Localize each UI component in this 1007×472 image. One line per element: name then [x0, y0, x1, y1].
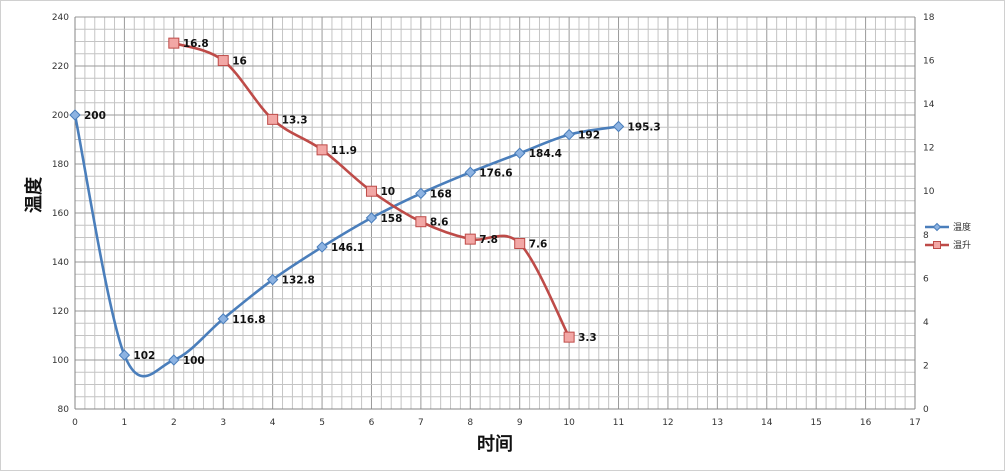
y2-tick-label: 12	[923, 144, 934, 154]
y-tick-label: 160	[52, 209, 69, 219]
data-point-marker	[563, 128, 575, 141]
data-label: 13.3	[282, 114, 308, 126]
data-point-marker	[168, 354, 180, 366]
legend-swatch-marker	[932, 222, 942, 232]
data-point-marker	[118, 349, 131, 361]
y2-tick-label: 0	[923, 405, 929, 415]
x-tick-label: 12	[662, 418, 673, 428]
data-label: 16	[232, 56, 247, 68]
x-tick-label: 8	[467, 418, 473, 428]
axes: 0 1 2 3 4 5 6 7 8 9 10 11 12 13 14 15 16 1780100120140160…	[52, 13, 935, 428]
data-label: 7.8	[479, 234, 498, 246]
data-point-marker	[69, 109, 81, 121]
data-label: 11.9	[331, 145, 357, 157]
data-point-marker	[365, 185, 377, 197]
x-tick-label: 14	[761, 418, 773, 428]
y-axis-title: 温度	[23, 176, 45, 213]
y2-tick-label: 16	[923, 57, 935, 67]
x-tick-label: 16	[860, 418, 872, 428]
data-point-marker	[217, 313, 229, 325]
x-tick-label: 6	[369, 418, 375, 428]
data-point-marker	[316, 241, 328, 253]
data-point-marker	[267, 113, 279, 125]
data-label: 132.8	[282, 275, 315, 287]
data-label: 102	[133, 350, 155, 362]
x-tick-label: 10	[563, 418, 575, 428]
x-tick-label: 5	[319, 418, 325, 428]
data-point-marker	[513, 147, 526, 159]
data-point-marker	[563, 331, 575, 343]
data-label: 16.8	[183, 38, 209, 50]
series	[69, 37, 625, 378]
data-point-marker	[612, 120, 625, 133]
x-axis-title: 时间	[477, 434, 513, 455]
data-label: 184.4	[529, 148, 562, 160]
data-label: 116.8	[232, 314, 265, 326]
x-tick-label: 15	[810, 418, 821, 428]
y-tick-label: 120	[52, 307, 69, 317]
y2-tick-label: 6	[923, 274, 929, 284]
y-tick-label: 140	[52, 258, 69, 268]
x-tick-label: 17	[909, 418, 920, 428]
data-label: 195.3	[628, 122, 661, 134]
legend-label: 温升	[953, 240, 971, 251]
data-label: 10	[380, 186, 395, 198]
data-label: 3.3	[578, 332, 597, 344]
data-label: 100	[183, 355, 205, 367]
x-tick-label: 1	[122, 418, 128, 428]
data-label: 192	[578, 130, 600, 142]
legend-swatch-marker	[933, 241, 941, 249]
data-label: 168	[430, 188, 452, 200]
x-tick-label: 2	[171, 418, 177, 428]
y2-tick-label: 8	[923, 231, 929, 241]
y-tick-label: 200	[52, 111, 69, 121]
data-point-marker	[514, 237, 526, 249]
data-label: 8.6	[430, 217, 449, 229]
x-tick-label: 11	[613, 418, 624, 428]
data-label: 176.6	[479, 167, 512, 179]
legend-label: 温度	[953, 221, 971, 233]
y-tick-label: 240	[52, 13, 69, 23]
y2-tick-label: 2	[923, 361, 929, 371]
y2-tick-label: 10	[923, 187, 935, 197]
data-labels: 200 102 100 116.8 132.8 146.1 158 168 176.6 184.4…	[84, 38, 661, 367]
data-point-marker	[168, 37, 180, 49]
y2-tick-label: 18	[923, 13, 935, 23]
data-point-marker	[316, 144, 328, 156]
data-point-marker	[464, 166, 477, 179]
data-point-marker	[266, 273, 279, 286]
data-label: 146.1	[331, 242, 364, 254]
data-label: 7.6	[529, 238, 548, 250]
y-tick-label: 180	[52, 160, 69, 170]
x-tick-label: 3	[220, 418, 226, 428]
y2-tick-label: 4	[923, 318, 929, 328]
data-point-marker	[464, 233, 476, 245]
y-tick-label: 100	[52, 356, 69, 366]
data-point-marker	[365, 212, 378, 224]
y-tick-label: 220	[52, 62, 69, 72]
data-point-marker	[217, 55, 229, 67]
data-label: 158	[380, 213, 402, 225]
data-label: 200	[84, 110, 106, 122]
x-tick-label: 4	[270, 418, 276, 428]
x-tick-label: 7	[418, 418, 424, 428]
x-tick-label: 13	[712, 418, 723, 428]
y2-tick-label: 14	[923, 100, 935, 110]
x-tick-label: 0	[72, 418, 78, 428]
x-tick-label: 9	[517, 418, 523, 428]
data-point-marker	[415, 216, 427, 228]
y-tick-label: 80	[58, 405, 70, 415]
data-point-marker	[415, 187, 427, 200]
